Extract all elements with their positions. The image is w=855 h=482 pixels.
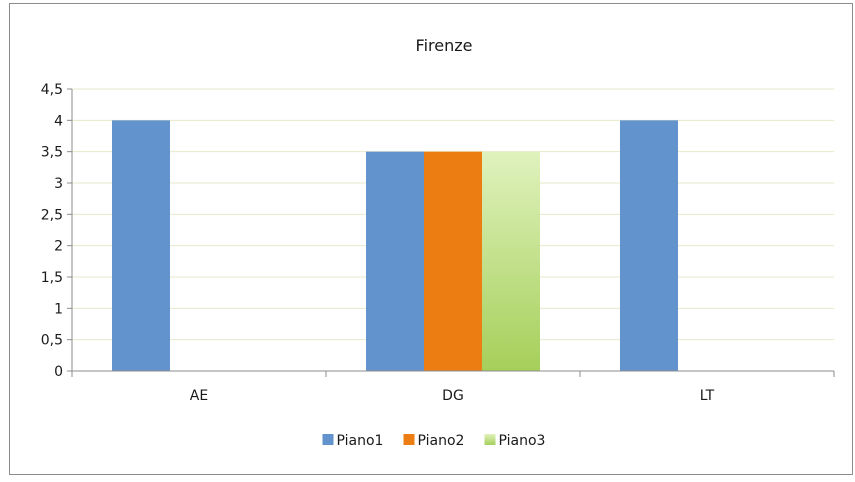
y-tick-label: 0 <box>54 364 63 380</box>
legend-swatch-piano1 <box>322 434 334 445</box>
y-tick-label: 0,5 <box>41 333 63 349</box>
y-tick-label: 1 <box>54 301 63 317</box>
bar-piano1-ae <box>112 120 170 371</box>
legend-label-piano3: Piano3 <box>499 433 546 449</box>
bar-piano1-lt <box>620 120 678 371</box>
y-tick-label: 3 <box>54 176 63 192</box>
y-tick-label: 2,5 <box>41 207 63 223</box>
legend-swatch-piano3 <box>484 434 496 445</box>
y-tick-label: 1,5 <box>41 270 63 286</box>
x-tick-label: DG <box>442 388 464 404</box>
chart-title: Firenze <box>416 36 473 55</box>
y-tick-label: 2 <box>54 239 63 255</box>
x-tick-label: LT <box>700 388 715 404</box>
bar-piano1-dg <box>366 151 424 371</box>
legend: Piano1 Piano2 Piano3 <box>322 433 546 449</box>
y-tick-label: 4,5 <box>41 82 63 98</box>
bar-piano2-dg <box>424 151 482 371</box>
y-tick-label: 4 <box>54 113 63 129</box>
legend-label-piano2: Piano2 <box>418 433 465 449</box>
axes: 0 0,5 1 1,5 2 2,5 3 3,5 4 4,5 AE DG LT <box>41 82 835 404</box>
bar-piano3-dg <box>482 151 540 371</box>
bars <box>112 120 678 371</box>
y-tick-label: 3,5 <box>41 145 63 161</box>
legend-label-piano1: Piano1 <box>337 433 384 449</box>
x-tick-label: AE <box>190 388 208 404</box>
legend-swatch-piano2 <box>403 434 415 445</box>
